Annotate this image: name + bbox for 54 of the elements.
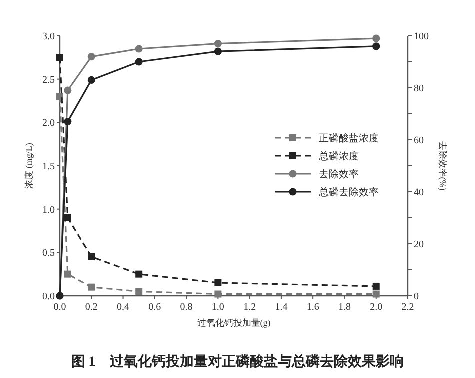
point [136,288,143,296]
x-tick-label: 0.2 [85,302,98,313]
x-tick-label: 0.4 [117,302,130,313]
point [372,290,380,298]
legend-label: 总磷浓度 [318,150,359,162]
point [64,270,72,278]
point [214,48,222,56]
y2-tick-label: 40 [414,188,424,198]
y-axis-title: 浓度 (mg/L) [24,143,34,189]
point [372,282,380,290]
legend-label: 总磷去除效率 [318,186,379,198]
legend-label: 正磷酸盐浓度 [319,132,379,144]
y-tick-label: 3.0 [42,32,55,42]
point [64,86,72,94]
y-tick-label: 0.5 [42,248,55,260]
y2-tick-label: 80 [414,84,424,94]
x-tick-label: 2.0 [370,302,383,313]
y2-tick-label: 100 [414,32,429,42]
point [88,284,96,291]
point [214,40,222,48]
x-tick-label: 1.0 [212,302,224,313]
y-tick-label: 0.0 [42,292,55,302]
y2-tick-label: 0 [414,292,419,302]
x-tick-label: 1.8 [338,302,351,313]
x-tick-label: 1.4 [275,302,288,313]
point [372,42,380,50]
y-tick-label: 2.5 [42,74,55,86]
y2-tick-label: 20 [414,240,424,250]
x-tick-label: 2.2 [402,302,414,313]
y-tick-label: 2.0 [42,118,55,130]
x-axis-title: 过氧化钙投加量(g) [197,318,271,328]
point [135,58,143,66]
x-tick-label: 0.0 [54,302,66,313]
x-tick-label: 1.2 [244,302,256,313]
point [88,53,96,61]
point [64,118,72,126]
point [214,280,222,286]
y-tick-label: 1.5 [42,162,55,172]
x-tick-label: 1.6 [306,302,320,313]
point [64,214,72,222]
point [56,54,64,62]
y2-axis-title: 去除效率(%) [438,141,448,191]
point [136,270,143,278]
y2-tick-label: 60 [414,136,424,146]
point [135,45,143,53]
y-tick-label: 1.0 [42,204,55,216]
point [88,254,96,260]
x-tick-label: 0.6 [148,302,162,313]
point [372,34,380,42]
x-tick-label: 0.8 [180,302,193,313]
point [214,290,222,298]
point [88,76,96,84]
legend-label: 去除效率 [319,168,359,180]
text: 图 1 过氧化钙投加量对正磷酸盐与总磷去除效果影响 [71,354,404,370]
